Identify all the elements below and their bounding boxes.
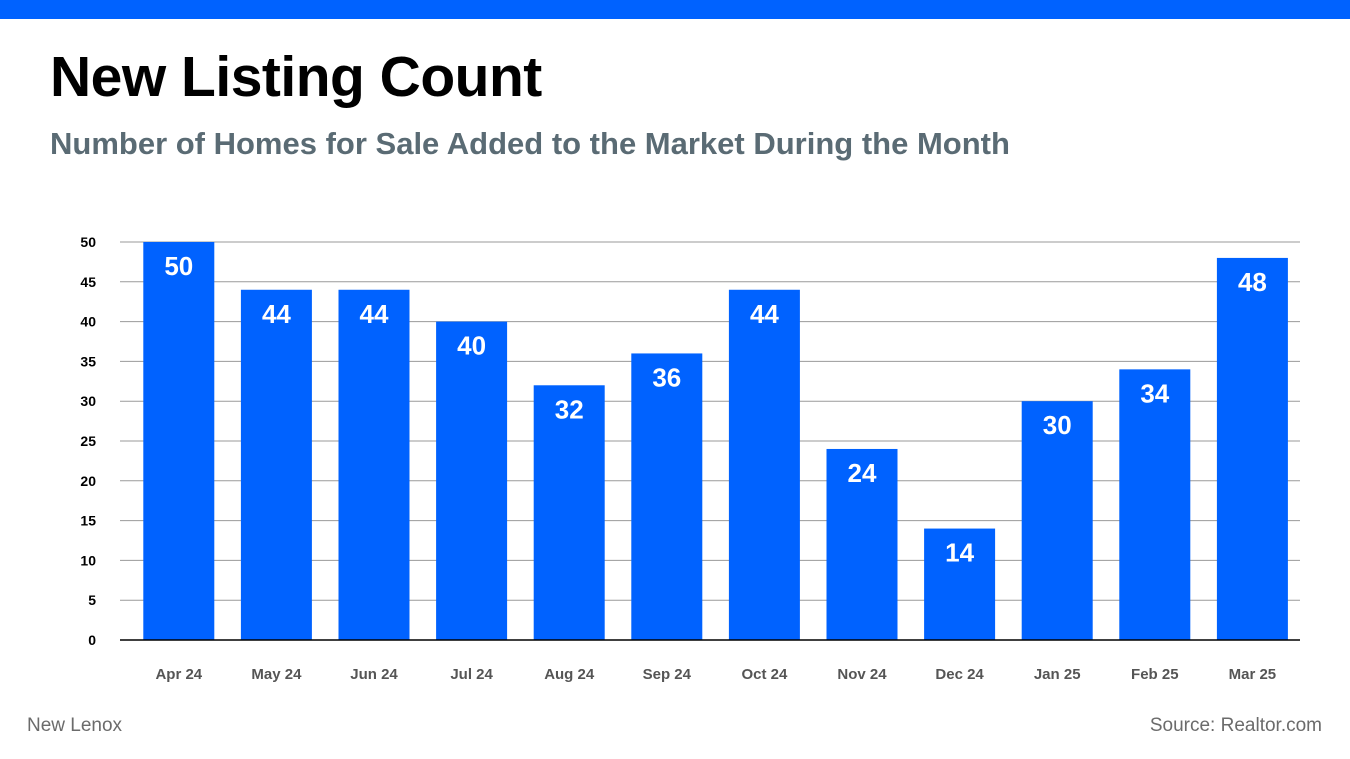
data-label: 40: [457, 331, 486, 361]
y-tick-label: 40: [80, 314, 96, 330]
y-tick-label: 30: [80, 393, 96, 409]
bar: [436, 321, 508, 640]
y-tick-label: 50: [80, 234, 96, 250]
x-tick-label: Jun 24: [350, 666, 398, 683]
y-tick-label: 10: [80, 552, 96, 568]
data-label: 30: [1043, 410, 1072, 440]
bar: [143, 242, 215, 640]
page-subtitle: Number of Homes for Sale Added to the Ma…: [50, 126, 1010, 161]
bar: [728, 289, 800, 640]
x-tick-label: Feb 25: [1131, 666, 1179, 683]
data-label: 44: [750, 299, 779, 329]
page-title: New Listing Count: [50, 45, 542, 109]
x-tick-label: Apr 24: [155, 666, 202, 683]
data-label: 36: [652, 362, 681, 392]
bar: [533, 385, 605, 640]
bar: [1021, 401, 1093, 640]
y-tick-label: 20: [80, 473, 96, 489]
x-tick-label: Nov 24: [837, 666, 887, 683]
x-tick-label: Sep 24: [643, 666, 692, 683]
data-label: 14: [945, 538, 974, 568]
x-tick-label: Jul 24: [450, 666, 493, 683]
y-tick-label: 35: [80, 353, 96, 369]
y-tick-label: 5: [88, 592, 96, 608]
location-label: New Lenox: [27, 715, 123, 736]
bar: [1216, 257, 1288, 640]
bar: [338, 289, 410, 640]
x-tick-label: Mar 25: [1229, 666, 1277, 683]
data-label: 48: [1238, 267, 1267, 297]
top-accent-bar: [0, 0, 1350, 19]
x-tick-label: Dec 24: [935, 666, 984, 683]
bar: [1119, 369, 1191, 640]
bar: [924, 528, 996, 640]
x-tick-label: Aug 24: [544, 666, 595, 683]
bar: [631, 353, 703, 640]
x-tick-label: Jan 25: [1034, 666, 1081, 683]
data-label: 24: [848, 458, 877, 488]
data-label: 44: [360, 299, 389, 329]
data-label: 32: [555, 394, 584, 424]
y-tick-label: 45: [80, 274, 96, 290]
source-label: Source: Realtor.com: [1149, 715, 1322, 736]
x-tick-label: Oct 24: [741, 666, 788, 683]
data-label: 44: [262, 299, 291, 329]
data-label: 50: [164, 251, 193, 281]
y-tick-label: 25: [80, 433, 96, 449]
bar: [826, 448, 898, 640]
data-label: 34: [1140, 378, 1169, 408]
y-tick-label: 15: [80, 513, 96, 529]
y-tick-label: 0: [88, 632, 96, 648]
bar: [240, 289, 312, 640]
x-tick-label: May 24: [251, 666, 302, 683]
